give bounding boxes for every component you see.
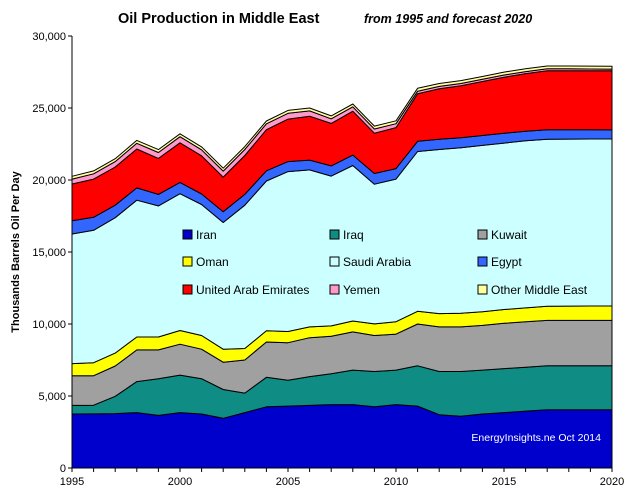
y-tick-label: 0 — [60, 463, 66, 475]
y-tick-label: 30,000 — [32, 31, 66, 43]
y-tick-label: 15,000 — [32, 247, 66, 259]
legend-label: Yemen — [343, 283, 380, 297]
legend-swatch — [182, 229, 193, 240]
legend-item-oman: Oman — [182, 255, 229, 269]
y-axis-label: Thousands Barrels Oil Per Day — [10, 170, 22, 332]
x-tick-label: 2000 — [168, 476, 192, 488]
legend-swatch — [477, 256, 488, 267]
x-tick-label: 2005 — [276, 476, 300, 488]
legend-swatch — [329, 284, 340, 295]
legend: Iran Iraq Kuwait Oman Saudi Arabia Egypt Unite… — [182, 228, 588, 297]
y-tick-label: 25,000 — [32, 103, 66, 115]
legend-item-kuwait: Kuwait — [477, 228, 528, 242]
legend-swatch — [182, 284, 193, 295]
area-layers — [71, 65, 613, 469]
legend-label: Saudi Arabia — [343, 255, 411, 269]
x-tick-label: 2010 — [384, 476, 408, 488]
legend-item-other-middle-east: Other Middle East — [477, 283, 588, 297]
legend-label: Iran — [196, 228, 217, 242]
legend-item-iran: Iran — [182, 228, 217, 242]
legend-item-saudi-arabia: Saudi Arabia — [329, 255, 411, 269]
legend-swatch — [182, 256, 193, 267]
legend-label: Egypt — [491, 255, 522, 269]
legend-item-egypt: Egypt — [477, 255, 522, 269]
legend-label: Other Middle East — [491, 283, 588, 297]
x-tick-label: 1995 — [60, 476, 84, 488]
x-tick-label: 2015 — [492, 476, 516, 488]
legend-label: Kuwait — [491, 228, 528, 242]
y-tick-label: 20,000 — [32, 175, 66, 187]
chart-subtitle: from 1995 and forecast 2020 — [364, 12, 532, 26]
legend-item-iraq: Iraq — [329, 228, 364, 242]
legend-swatch — [329, 256, 340, 267]
legend-swatch — [329, 229, 340, 240]
y-tick-label: 10,000 — [32, 319, 66, 331]
legend-label: Iraq — [343, 228, 364, 242]
legend-swatch — [477, 284, 488, 295]
legend-swatch — [477, 229, 488, 240]
chart-title: Oil Production in Middle East — [118, 11, 320, 27]
source-annotation: EnergyInsights.ne Oct 2014 — [471, 432, 601, 444]
legend-item-united-arab-emirates: United Arab Emirates — [182, 283, 309, 297]
y-tick-label: 5,000 — [38, 391, 66, 403]
x-tick-label: 2020 — [600, 476, 624, 488]
legend-item-yemen: Yemen — [329, 283, 380, 297]
area-other-middle-east — [71, 65, 613, 180]
axes: 0 5,000 10,000 15,000 20,000 25,000 30,000 1995… — [32, 31, 624, 488]
legend-label: Oman — [196, 255, 229, 269]
legend-label: United Arab Emirates — [196, 283, 309, 297]
